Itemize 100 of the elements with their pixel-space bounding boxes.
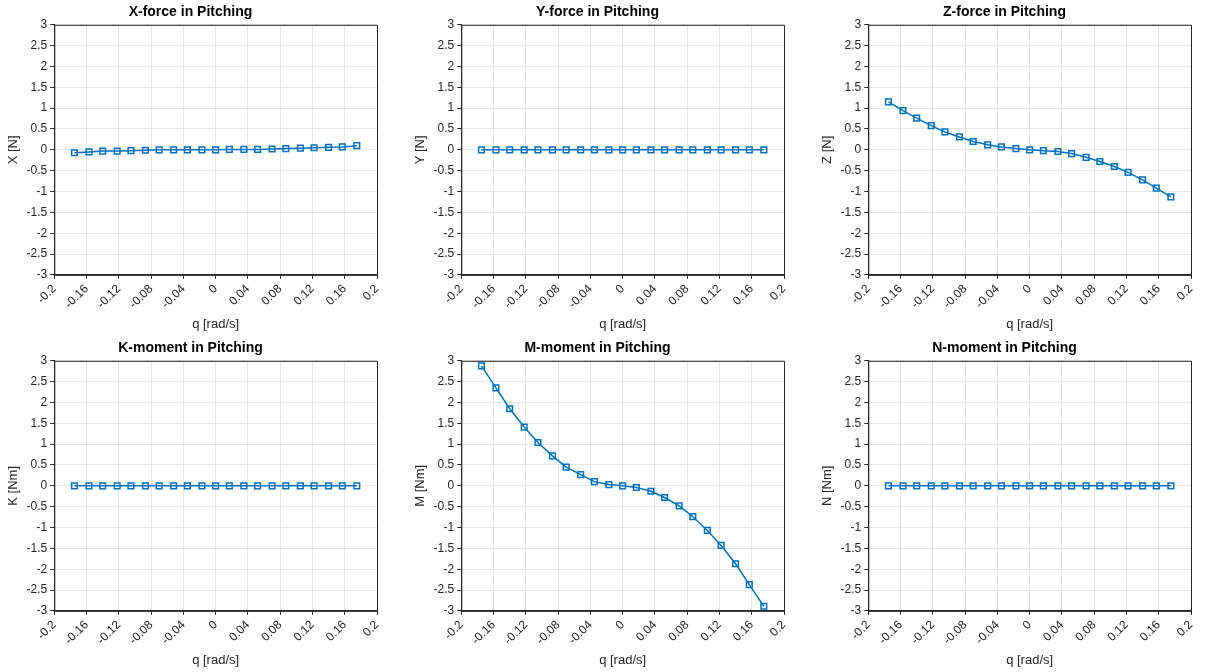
y-tick-label: 0.5 [30,121,48,136]
point [183,146,191,154]
x-tick-label: 0.2 [359,281,382,304]
y-tick-label: 1.5 [844,79,862,94]
y-tick-label: 0.5 [844,121,862,136]
y-tick-label: 0 [447,142,455,157]
point [997,143,1005,151]
point [1068,150,1076,158]
y-tick-label: -0.5 [433,162,455,177]
point [520,423,528,431]
y-tick-label: -3 [36,267,48,282]
y-tick-label: 2.5 [30,37,48,52]
point [353,142,361,150]
point [619,482,627,490]
point [325,143,333,151]
point [1096,157,1104,166]
point [1152,184,1160,192]
point [1110,162,1118,171]
y-tick-label: 2.5 [844,373,862,388]
x-axis-title: q [rad/s] [192,651,240,667]
chart-title: Z-force in Pitching [943,3,1066,20]
y-tick-label: 1.5 [437,79,455,94]
x-tick-label: 0.08 [258,281,285,308]
y-tick-label: 3 [40,17,48,32]
y-tick-label: -1.5 [433,540,455,555]
point [1039,147,1047,155]
y-tick-label: -3 [850,267,862,282]
x-tick-label: 0 [1019,617,1035,633]
point [141,146,150,154]
y-tick-label: 0.5 [30,457,48,472]
point [899,107,907,115]
y-tick-label: -1.5 [26,204,48,219]
y-tick-label: -2 [850,561,862,576]
y-tick-label: 2.5 [30,373,48,388]
point [605,481,613,489]
y-tick-label: 2.5 [437,373,455,388]
y-tick-label: -1 [850,183,862,198]
point [955,133,964,141]
point [675,502,683,510]
y-tick-label: 1 [854,436,862,451]
point [1139,176,1147,184]
x-axis-title: q [rad/s] [599,315,647,331]
y-tick-label: 1 [40,100,48,115]
point [577,471,585,479]
x-axis-title: q [rad/s] [1006,651,1054,667]
x-tick-label: 0.08 [665,617,692,644]
y-tick-label: 1.5 [844,415,862,430]
y-tick-label: 2 [447,58,455,73]
y-tick-label: 1.5 [437,415,455,430]
point [170,146,178,154]
point [884,98,893,106]
y-tick-label: -2.5 [26,246,48,261]
y-tick-label: -1 [443,183,455,198]
y-tick-label: 3 [447,353,455,368]
y-tick-label: -3 [36,603,48,618]
y-tick-label: -2.5 [840,246,862,261]
point [984,141,992,149]
point [632,483,640,492]
point [240,145,248,153]
x-tick-label: 0 [612,617,628,633]
y-tick-label: -1 [443,519,455,534]
point [1082,153,1090,161]
chart-title: X-force in Pitching [128,3,253,20]
x-tick-label: 0.2 [1173,281,1196,304]
y-tick-label: -0.5 [840,162,862,177]
y-tick-label: -2.5 [433,582,455,597]
point [548,452,557,460]
x-tick-label: 0 [205,281,221,297]
y-axis-title: M [Nm] [412,464,428,507]
y-tick-label: -2 [850,225,862,240]
point [85,148,93,156]
point [647,487,655,495]
x-tick-label: -0.2 [441,281,466,307]
y-tick-label: 0.5 [437,121,455,136]
y-tick-label: 2 [40,58,48,73]
y-tick-label: 0 [854,478,862,493]
x-tick-label: -0.2 [34,281,59,307]
y-axis-title: Y [N] [412,135,428,165]
y-tick-label: -2 [36,561,48,576]
point [1026,146,1034,154]
y-tick-label: 1.5 [30,79,48,94]
y-tick-label: 0.5 [437,457,455,472]
y-tick-label: 2 [40,394,48,409]
y-tick-label: -2.5 [840,582,862,597]
y-tick-label: -2.5 [433,246,455,261]
point [760,602,768,610]
point [1054,147,1062,156]
y-tick-label: -3 [443,267,455,282]
y-tick-label: 3 [40,353,48,368]
y-tick-label: 0 [854,142,862,157]
y-axis-title: X [N] [5,135,21,165]
y-tick-label: -1 [36,519,48,534]
y-tick-label: -1.5 [26,540,48,555]
y-tick-label: -1 [36,183,48,198]
y-tick-label: 2 [854,394,862,409]
x-tick-label: 0 [1019,281,1035,297]
point [70,149,79,157]
y-tick-label: 2 [854,58,862,73]
x-tick-label: -0.2 [848,281,873,307]
y-tick-label: 1 [447,436,455,451]
